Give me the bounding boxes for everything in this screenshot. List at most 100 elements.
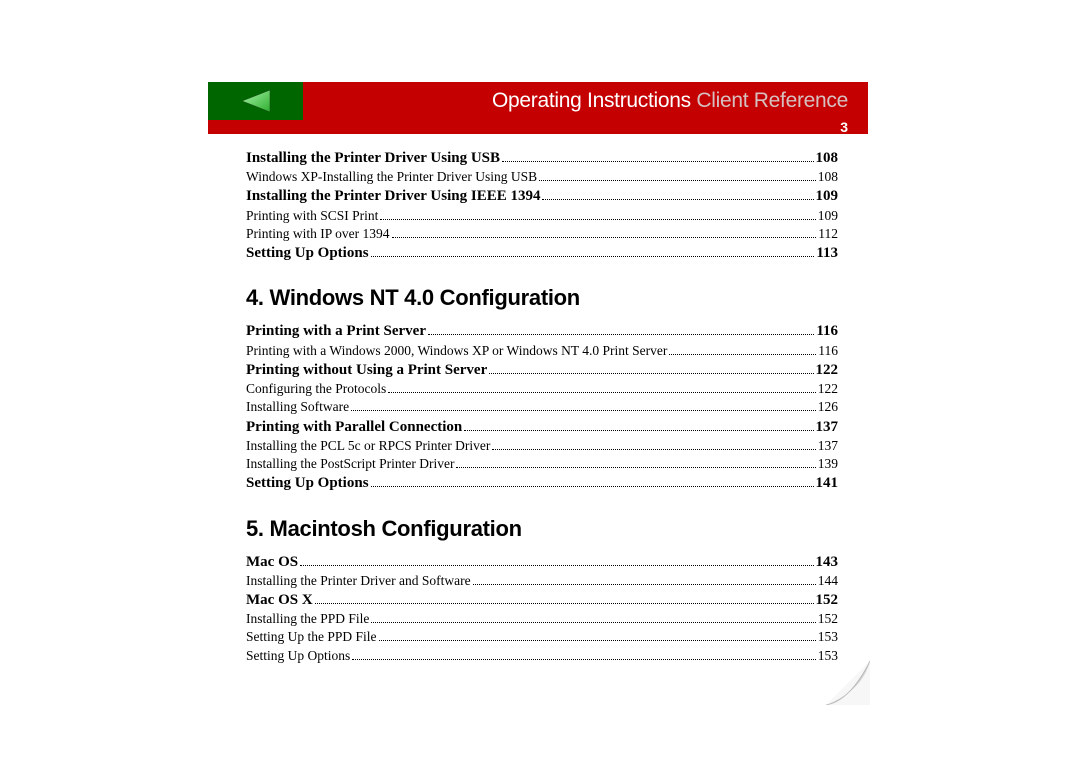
section-heading-5: 5. Macintosh Configuration [246, 516, 838, 542]
toc-leader-dots [456, 467, 815, 468]
toc-entry[interactable]: Printing with a Windows 2000, Windows XP… [246, 342, 838, 360]
header-bar: Operating Instructions Client Reference [208, 82, 868, 120]
toc-entry[interactable]: Setting Up Options 113 [246, 243, 838, 263]
toc-entry-page: 109 [816, 186, 839, 206]
toc-entry-title: Printing with SCSI Print [246, 207, 378, 225]
toc-leader-dots [489, 373, 813, 374]
toc-entry[interactable]: Printing with IP over 1394 112 [246, 225, 838, 243]
toc-entry-title: Installing the PostScript Printer Driver [246, 455, 454, 473]
toc-leader-dots [371, 256, 815, 257]
toc-leader-dots [428, 334, 814, 335]
toc-entry-page: 122 [816, 360, 839, 380]
toc-leader-dots [380, 219, 815, 220]
toc-entry[interactable]: Setting Up Options 141 [246, 473, 838, 493]
toc-entry-page: 113 [816, 243, 838, 263]
toc-entry-title: Configuring the Protocols [246, 380, 386, 398]
page-curl-icon [826, 661, 870, 705]
section-heading-4: 4. Windows NT 4.0 Configuration [246, 285, 838, 311]
toc-entry-page: 144 [818, 572, 838, 590]
toc-group-3: Mac OS 143Installing the Printer Driver … [246, 552, 838, 665]
toc-entry[interactable]: Printing with Parallel Connection 137 [246, 417, 838, 437]
toc-entry[interactable]: Mac OS X 152 [246, 590, 838, 610]
toc-group-1: Installing the Printer Driver Using USB … [246, 148, 838, 263]
toc-entry[interactable]: Printing with SCSI Print 109 [246, 207, 838, 225]
toc-entry-page: 116 [818, 342, 838, 360]
toc-leader-dots [392, 237, 817, 238]
toc-entry-page: 152 [818, 610, 838, 628]
toc-entry-title: Setting Up Options [246, 647, 350, 665]
toc-entry-page: 116 [816, 321, 838, 341]
toc-entry-title: Mac OS X [246, 590, 313, 610]
toc-leader-dots [473, 584, 816, 585]
toc-entry-page: 137 [816, 417, 839, 437]
toc-leader-dots [492, 449, 815, 450]
toc-leader-dots [352, 659, 815, 660]
toc-entry[interactable]: Printing with a Print Server 116 [246, 321, 838, 341]
toc-entry[interactable]: Installing the Printer Driver Using USB … [246, 148, 838, 168]
toc-entry-page: 153 [818, 628, 838, 646]
toc-entry[interactable]: Installing the Printer Driver and Softwa… [246, 572, 838, 590]
page-number-bar: 3 [208, 120, 868, 134]
toc-entry[interactable]: Installing the PCL 5c or RPCS Printer Dr… [246, 437, 838, 455]
toc-entry[interactable]: Installing the Printer Driver Using IEEE… [246, 186, 838, 206]
toc-entry-title: Installing the Printer Driver Using USB [246, 148, 500, 168]
toc-entry-title: Printing with Parallel Connection [246, 417, 462, 437]
toc-leader-dots [539, 180, 816, 181]
toc-leader-dots [502, 161, 813, 162]
toc-entry-page: 139 [818, 455, 838, 473]
toc-entry[interactable]: Installing the PostScript Printer Driver… [246, 455, 838, 473]
toc-entry-page: 137 [818, 437, 838, 455]
page-number: 3 [840, 119, 848, 135]
toc-leader-dots [315, 603, 814, 604]
toc-entry-title: Printing with IP over 1394 [246, 225, 390, 243]
toc-entry-title: Printing with a Print Server [246, 321, 426, 341]
toc-entry-page: 143 [816, 552, 839, 572]
document-title: Operating Instructions Client Reference [492, 89, 848, 113]
toc-entry-title: Installing the PPD File [246, 610, 369, 628]
toc-entry-page: 126 [818, 398, 838, 416]
toc-entry[interactable]: Mac OS 143 [246, 552, 838, 572]
toc-content: Installing the Printer Driver Using USB … [208, 134, 868, 665]
toc-leader-dots [379, 640, 816, 641]
toc-entry-page: 108 [818, 168, 838, 186]
toc-entry-page: 122 [818, 380, 838, 398]
title-primary: Operating Instructions [492, 89, 696, 112]
back-arrow-region[interactable] [208, 82, 303, 120]
toc-entry[interactable]: Installing Software 126 [246, 398, 838, 416]
toc-leader-dots [388, 392, 816, 393]
toc-entry-page: 152 [816, 590, 839, 610]
toc-entry-page: 108 [816, 148, 839, 168]
toc-leader-dots [464, 430, 813, 431]
toc-entry[interactable]: Windows XP-Installing the Printer Driver… [246, 168, 838, 186]
toc-leader-dots [371, 486, 814, 487]
header-title-region: Operating Instructions Client Reference [303, 82, 868, 120]
toc-entry-title: Setting Up Options [246, 473, 369, 493]
toc-entry-title: Installing the PCL 5c or RPCS Printer Dr… [246, 437, 490, 455]
toc-leader-dots [542, 199, 813, 200]
toc-leader-dots [669, 354, 816, 355]
toc-entry-title: Windows XP-Installing the Printer Driver… [246, 168, 537, 186]
toc-entry-title: Printing without Using a Print Server [246, 360, 487, 380]
toc-entry-title: Mac OS [246, 552, 298, 572]
toc-entry[interactable]: Printing without Using a Print Server 122 [246, 360, 838, 380]
triangle-left-icon [238, 88, 274, 114]
toc-entry-page: 109 [818, 207, 838, 225]
toc-entry-page: 141 [816, 473, 839, 493]
toc-leader-dots [371, 622, 815, 623]
toc-entry-title: Installing the Printer Driver and Softwa… [246, 572, 471, 590]
toc-entry[interactable]: Configuring the Protocols 122 [246, 380, 838, 398]
title-secondary: Client Reference [696, 89, 848, 112]
toc-entry[interactable]: Setting Up Options 153 [246, 647, 838, 665]
toc-leader-dots [300, 565, 813, 566]
toc-entry[interactable]: Installing the PPD File 152 [246, 610, 838, 628]
toc-entry-title: Installing the Printer Driver Using IEEE… [246, 186, 540, 206]
document-page: Operating Instructions Client Reference … [208, 82, 868, 665]
toc-entry-page: 112 [818, 225, 838, 243]
toc-entry-title: Setting Up Options [246, 243, 369, 263]
toc-leader-dots [351, 410, 816, 411]
toc-entry[interactable]: Setting Up the PPD File 153 [246, 628, 838, 646]
toc-entry-title: Printing with a Windows 2000, Windows XP… [246, 342, 667, 360]
toc-entry-title: Setting Up the PPD File [246, 628, 377, 646]
toc-group-2: Printing with a Print Server 116Printing… [246, 321, 838, 493]
toc-entry-title: Installing Software [246, 398, 349, 416]
